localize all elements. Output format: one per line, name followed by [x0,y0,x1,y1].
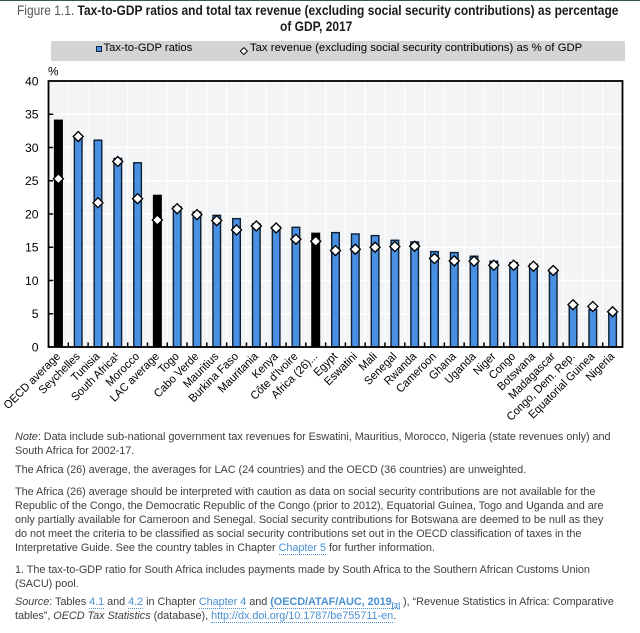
svg-text:20: 20 [25,207,39,221]
svg-text:10: 10 [25,274,39,288]
svg-text:35: 35 [25,108,39,122]
svg-text:15: 15 [25,241,39,255]
svg-text:%: % [48,65,59,79]
svg-text:0: 0 [32,340,39,354]
svg-text:5: 5 [32,307,39,321]
svg-text:25: 25 [25,174,39,188]
svg-text:40: 40 [25,74,39,88]
svg-text:30: 30 [25,141,39,155]
